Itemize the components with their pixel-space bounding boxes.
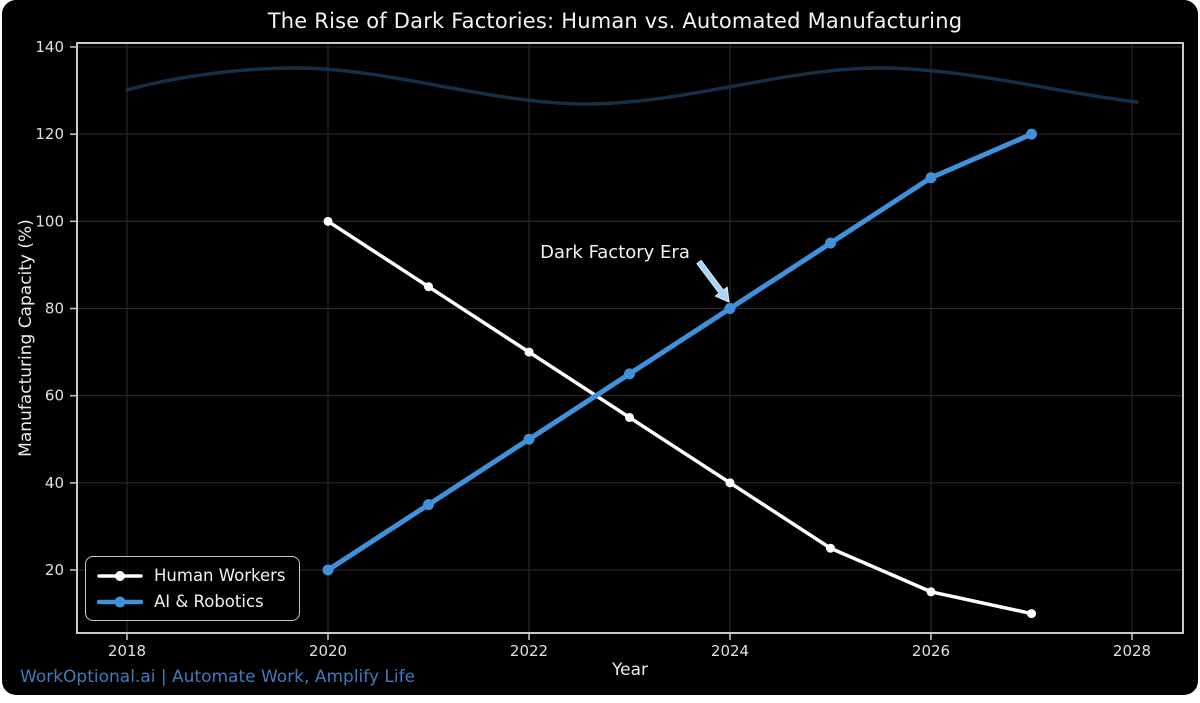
x-tick-label: 2026 <box>912 642 950 660</box>
legend-swatch-ai-robotics-icon <box>96 596 144 607</box>
annotation-arrow-icon <box>696 259 730 303</box>
y-axis-label: Manufacturing Capacity (%) <box>16 219 36 457</box>
plot-border <box>76 42 1184 634</box>
legend-swatch-human-workers-icon <box>97 570 143 581</box>
chart-title: The Rise of Dark Factories: Human vs. Au… <box>267 9 963 33</box>
x-tick-label: 2018 <box>108 642 146 660</box>
series-marker-0 <box>424 282 433 292</box>
decorative-wave <box>125 66 1139 106</box>
series-marker-0 <box>826 543 835 553</box>
legend-label-ai-robotics: AI & Robotics <box>154 592 264 611</box>
y-tick-label: 140 <box>35 38 64 56</box>
footer-branding: WorkOptional.ai | Automate Work, Amplify… <box>20 667 416 687</box>
series-marker-0 <box>323 216 333 226</box>
series-marker-1 <box>322 564 334 576</box>
series-marker-1 <box>523 433 535 445</box>
y-tick-label: 120 <box>35 125 64 143</box>
x-tick-label: 2022 <box>510 642 548 660</box>
series-marker-1 <box>925 172 937 184</box>
legend: Human Workers AI & Robotics <box>85 556 301 621</box>
series-line-0 <box>326 219 1034 616</box>
series-marker-1 <box>624 368 635 380</box>
legend-label-human-workers: Human Workers <box>154 566 286 585</box>
y-tick-label: 40 <box>45 474 64 492</box>
y-tick-label: 60 <box>45 387 64 405</box>
series-line-1 <box>325 131 1034 573</box>
series-marker-0 <box>524 347 534 357</box>
annotation-label: Dark Factory Era <box>540 242 690 263</box>
series-marker-1 <box>724 303 736 314</box>
series-marker-0 <box>926 587 936 597</box>
legend-item-human-workers: Human Workers <box>96 566 285 585</box>
y-tick-label: 80 <box>45 300 64 318</box>
series-marker-1 <box>1026 128 1037 140</box>
y-tick-label: 20 <box>45 561 64 579</box>
series-marker-1 <box>423 499 434 511</box>
series-marker-0 <box>625 412 634 422</box>
series-marker-1 <box>825 237 836 249</box>
x-tick-label: 2024 <box>711 642 749 660</box>
x-tick-label: 2028 <box>1113 642 1151 660</box>
x-axis-label: Year <box>612 660 648 680</box>
y-tick-label: 100 <box>35 212 64 230</box>
x-tick-label: 2020 <box>309 642 347 660</box>
series-marker-0 <box>1027 609 1036 619</box>
series-marker-0 <box>725 478 735 488</box>
legend-item-ai-robotics: AI & Robotics <box>96 592 285 611</box>
